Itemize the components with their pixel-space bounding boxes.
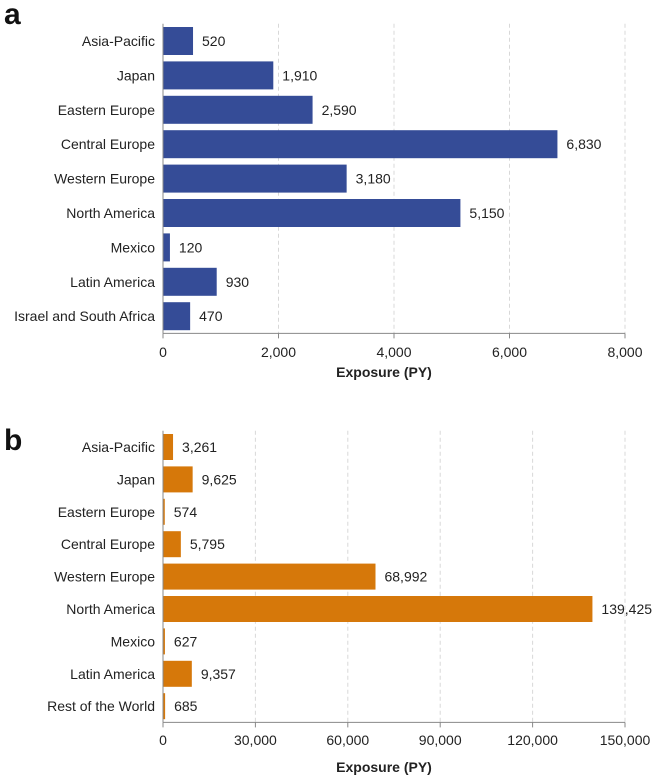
category-label: Latin America [70, 666, 155, 682]
chart-panel-b: b Asia-Pacific 3,261 Japan 9,625 Eastern Euro… [4, 424, 652, 775]
value-label: 685 [174, 698, 198, 714]
x-tick-label: 6,000 [492, 344, 527, 360]
bar [163, 693, 166, 720]
x-tick-label: 90,000 [419, 732, 462, 748]
category-label: Japan [117, 471, 155, 487]
value-label: 120 [179, 239, 203, 255]
bar [163, 61, 274, 90]
value-label: 930 [226, 274, 250, 290]
value-label: 5,150 [469, 205, 504, 221]
value-label: 470 [199, 308, 223, 324]
bar [163, 199, 461, 227]
value-label: 3,180 [356, 171, 391, 187]
x-axis-title: Exposure (PY) [336, 759, 432, 775]
bar [163, 267, 217, 296]
bar [163, 563, 376, 590]
category-label: Asia-Pacific [82, 33, 155, 49]
bar [163, 130, 558, 159]
x-tick-label: 0 [159, 344, 167, 360]
category-label: Asia-Pacific [82, 439, 155, 455]
category-label: Eastern Europe [58, 504, 155, 520]
bar [163, 628, 165, 655]
bar [163, 660, 192, 687]
x-tick-label: 2,000 [261, 344, 296, 360]
x-tick-label: 30,000 [234, 732, 277, 748]
value-label: 139,425 [601, 601, 652, 617]
category-label: Western Europe [54, 171, 155, 187]
bar [163, 95, 313, 124]
x-tick-label: 4,000 [376, 344, 411, 360]
panel-label: a [4, 0, 21, 31]
x-tick-label: 8,000 [607, 344, 642, 360]
value-label: 2,590 [322, 102, 357, 118]
value-label: 1,910 [282, 67, 317, 83]
bar [163, 27, 194, 55]
category-label: North America [66, 205, 155, 221]
category-label: Eastern Europe [58, 102, 155, 118]
category-label: Japan [117, 67, 155, 83]
value-label: 9,625 [202, 471, 237, 487]
value-label: 5,795 [190, 536, 225, 552]
bar [163, 434, 174, 460]
bar [163, 302, 191, 331]
value-label: 9,357 [201, 666, 236, 682]
value-label: 574 [174, 504, 198, 520]
value-label: 520 [202, 33, 226, 49]
bar [163, 531, 181, 558]
category-label: Western Europe [54, 569, 155, 585]
bar [163, 596, 593, 622]
chart-panel-a: a Asia-Pacific 520 Japan 1,910 Eastern Europe… [4, 0, 643, 380]
value-label: 6,830 [566, 136, 601, 152]
value-label: 3,261 [182, 439, 217, 455]
x-tick-label: 0 [159, 732, 167, 748]
x-tick-label: 60,000 [326, 732, 369, 748]
bar [163, 466, 193, 493]
category-label: Latin America [70, 274, 155, 290]
category-label: Mexico [111, 633, 156, 649]
value-label: 627 [174, 633, 198, 649]
bar [163, 164, 347, 193]
x-tick-label: 150,000 [600, 732, 651, 748]
category-label: Central Europe [61, 136, 155, 152]
panel-label: b [4, 424, 22, 457]
x-tick-label: 120,000 [507, 732, 558, 748]
x-axis-title: Exposure (PY) [336, 364, 432, 380]
bar [163, 498, 165, 525]
category-label: North America [66, 601, 155, 617]
category-label: Rest of the World [47, 698, 155, 714]
bar [163, 233, 170, 262]
category-label: Central Europe [61, 536, 155, 552]
category-label: Mexico [111, 239, 156, 255]
value-label: 68,992 [384, 569, 427, 585]
category-label: Israel and South Africa [14, 308, 155, 324]
